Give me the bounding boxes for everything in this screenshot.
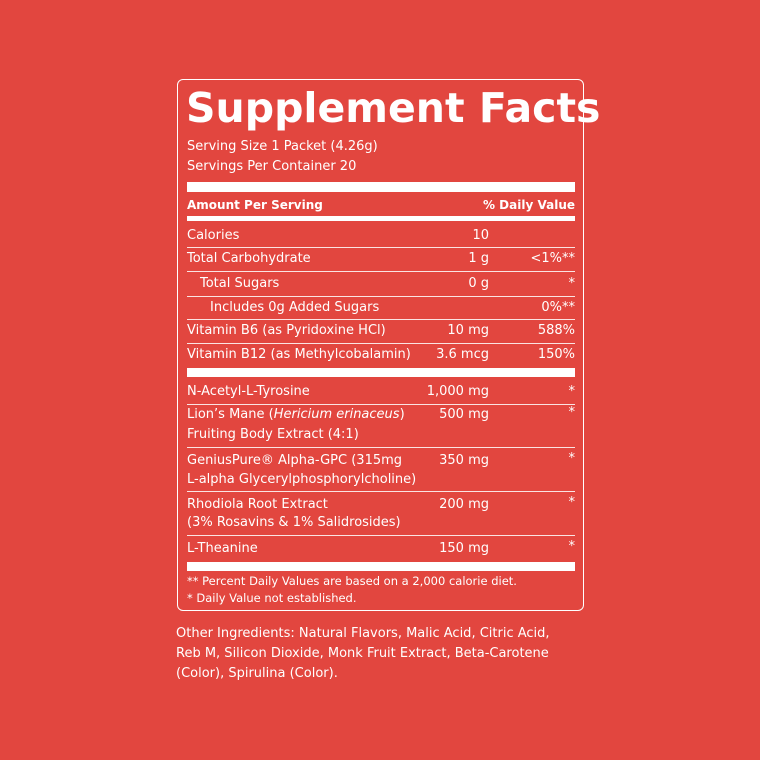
row-line xyxy=(187,535,575,536)
nutrient-name: Calories xyxy=(187,228,240,243)
thick-bar xyxy=(187,562,575,571)
servings-per-container: Servings Per Container 20 xyxy=(187,159,357,174)
ingredient-daily-value: * xyxy=(568,451,576,466)
ingredient-amount: 1,000 mg xyxy=(426,384,489,399)
ingredient-amount: 500 mg xyxy=(439,407,489,422)
title: Supplement Facts xyxy=(186,84,601,132)
ingredient-daily-value: * xyxy=(568,384,576,399)
nutrient-amount: 10 xyxy=(472,228,489,243)
nutrient-name: Total Sugars xyxy=(200,276,280,291)
medium-bar xyxy=(187,216,575,221)
ingredient-name: Rhodiola Root Extract xyxy=(187,497,328,512)
ingredient-daily-value: * xyxy=(568,539,576,554)
nutrient-name: Total Carbohydrate xyxy=(187,251,311,266)
thick-bar xyxy=(187,368,575,377)
row-line xyxy=(187,491,575,492)
nutrient-daily-value: * xyxy=(568,276,576,291)
row-line xyxy=(187,447,575,448)
ingredient-name: N-Acetyl-L-Tyrosine xyxy=(187,384,310,399)
nutrient-amount: 10 mg xyxy=(447,323,489,338)
ingredient-daily-value: * xyxy=(568,405,576,420)
header-amount: Amount Per Serving xyxy=(187,198,323,212)
nutrient-daily-value: 150% xyxy=(537,347,575,362)
facts-panel xyxy=(177,79,584,611)
footnote: * Daily Value not established. xyxy=(187,591,357,605)
footnote: ** Percent Daily Values are based on a 2… xyxy=(187,574,517,588)
row-line xyxy=(187,247,575,248)
nutrient-daily-value: <1%** xyxy=(530,251,575,266)
text: ) xyxy=(399,407,405,422)
nutrient-name: Vitamin B6 (as Pyridoxine HCl) xyxy=(187,323,386,338)
header-daily-value: % Daily Value xyxy=(482,198,575,212)
ingredient-name: L-alpha Glycerylphosphorylcholine) xyxy=(187,472,417,487)
ingredient-name: L-Theanine xyxy=(187,541,258,556)
ingredient-daily-value: * xyxy=(568,495,576,510)
nutrient-name: Includes 0g Added Sugars xyxy=(210,300,380,315)
ingredient-name: (3% Rosavins & 1% Salidrosides) xyxy=(187,515,401,530)
other-ingredients: (Color), Spirulina (Color). xyxy=(176,666,338,681)
other-ingredients: Other Ingredients: Natural Flavors, Mali… xyxy=(176,626,550,641)
ingredient-amount: 200 mg xyxy=(439,497,489,512)
nutrient-daily-value: 0%** xyxy=(541,300,575,315)
row-line xyxy=(187,296,575,297)
ingredient-amount: 350 mg xyxy=(439,453,489,468)
nutrient-daily-value: 588% xyxy=(537,323,575,338)
nutrient-amount: 1 g xyxy=(468,251,489,266)
ingredient-amount: 150 mg xyxy=(439,541,489,556)
row-line xyxy=(187,404,575,405)
nutrient-name: Vitamin B12 (as Methylcobalamin) xyxy=(187,347,411,362)
row-line xyxy=(187,271,575,272)
row-line xyxy=(187,343,575,344)
latin-name: Hericium erinaceus xyxy=(273,407,400,422)
ingredient-name: Fruiting Body Extract (4:1) xyxy=(187,427,359,442)
nutrient-amount: 0 g xyxy=(468,276,489,291)
row-line xyxy=(187,319,575,320)
ingredient-name: GeniusPure® Alpha-GPC (315mg xyxy=(187,453,403,468)
nutrient-amount: 3.6 mcg xyxy=(436,347,489,362)
text: Lion’s Mane ( xyxy=(187,407,274,422)
serving-size: Serving Size 1 Packet (4.26g) xyxy=(187,139,378,154)
other-ingredients: Reb M, Silicon Dioxide, Monk Fruit Extra… xyxy=(176,646,549,661)
thick-bar xyxy=(187,182,575,192)
ingredient-name: Lion’s Mane (Hericium erinaceus) xyxy=(187,406,405,424)
